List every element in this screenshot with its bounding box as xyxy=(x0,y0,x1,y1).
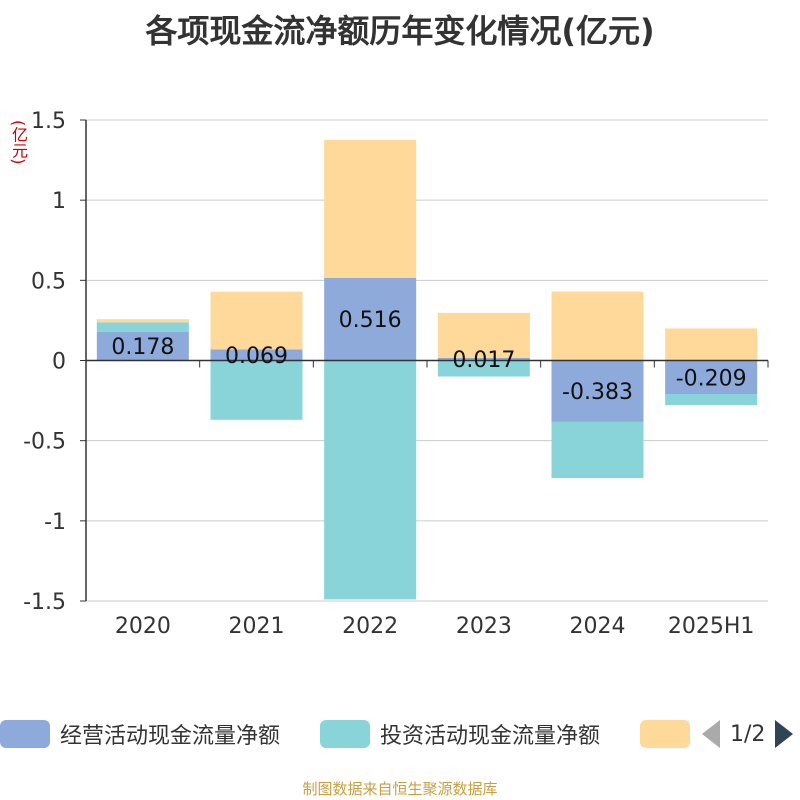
data-label: -0.383 xyxy=(562,380,633,405)
x-tick-label: 2025H1 xyxy=(668,614,755,639)
y-tick-label: 1.5 xyxy=(31,109,66,134)
bar-series0-2020 xyxy=(96,331,189,361)
bars xyxy=(96,139,758,600)
axes xyxy=(80,119,769,602)
legend-label-investing: 投资活动现金流量净额 xyxy=(380,724,601,749)
x-tick-label: 2024 xyxy=(570,614,626,639)
tick-labels: 1.5 1 0.5 0 -0.5 -1 -1.5 2020 2021 2022 2023 2024 20… xyxy=(23,109,754,639)
bar-series1-2024 xyxy=(551,421,644,479)
bar-series2-2023 xyxy=(437,312,530,358)
bar-series1-2020 xyxy=(96,322,189,332)
data-labels: 0.178 0.069 0.516 0.017 -0.383 -0.209 xyxy=(111,308,746,405)
legend-label-operating: 经营活动现金流量净额 xyxy=(60,724,281,749)
legend-swatch-operating xyxy=(0,720,50,748)
bar-series0-2021 xyxy=(210,349,303,361)
bar-series0-2025H1 xyxy=(665,360,758,395)
y-tick-label: 0.5 xyxy=(31,269,66,294)
bar-series2-2020 xyxy=(96,319,189,323)
y-axis-unit-label: (亿元) xyxy=(9,120,28,165)
x-tick-label: 2021 xyxy=(229,614,285,639)
bar-series0-2022 xyxy=(324,277,417,361)
y-tick-label: 1 xyxy=(52,189,66,214)
x-tick-label: 2023 xyxy=(456,614,512,639)
data-label: 0.069 xyxy=(225,344,288,369)
bar-series0-2023 xyxy=(437,357,530,361)
bar-series0-2024 xyxy=(551,360,644,422)
y-tick-label: 0 xyxy=(52,350,66,375)
y-tick-label: -1.5 xyxy=(23,590,66,615)
legend-swatch-third xyxy=(640,720,690,748)
bar-series1-2025H1 xyxy=(665,394,758,406)
legend-page-indicator: 1/2 xyxy=(730,721,766,747)
legend-next-page-icon[interactable] xyxy=(775,720,794,748)
bar-series2-2025H1 xyxy=(665,328,758,361)
source-note: 制图数据来自恒生聚源数据库 xyxy=(302,780,498,798)
bar-series1-2023 xyxy=(437,360,530,377)
bar-series1-2021 xyxy=(210,360,303,420)
y-tick-label: -0.5 xyxy=(23,430,66,455)
x-tick-label: 2020 xyxy=(115,614,171,639)
data-label: 0.516 xyxy=(339,308,402,333)
x-tick-label: 2022 xyxy=(342,614,398,639)
bar-series2-2022 xyxy=(324,139,417,278)
y-tick-label: -1 xyxy=(44,510,66,535)
chart-title: 各项现金流净额历年变化情况(亿元) xyxy=(145,12,655,50)
legend-item-operating[interactable]: 经营活动现金流量净额 xyxy=(0,714,280,754)
bar-series1-2022 xyxy=(324,360,417,600)
legend: 经营活动现金流量净额 投资活动现金流量净额 1/2 xyxy=(0,714,800,754)
legend-pager: 1/2 xyxy=(702,714,794,754)
data-label: -0.209 xyxy=(676,366,747,391)
legend-prev-page-icon[interactable] xyxy=(702,720,720,748)
data-label: 0.017 xyxy=(452,348,515,373)
bar-series2-2021 xyxy=(210,291,303,350)
legend-item-third[interactable] xyxy=(640,714,700,754)
grid-lines xyxy=(86,119,768,602)
legend-item-investing[interactable]: 投资活动现金流量净额 xyxy=(320,714,600,754)
legend-swatch-investing xyxy=(320,720,370,748)
data-label: 0.178 xyxy=(111,335,174,360)
bar-series2-2024 xyxy=(551,291,644,361)
